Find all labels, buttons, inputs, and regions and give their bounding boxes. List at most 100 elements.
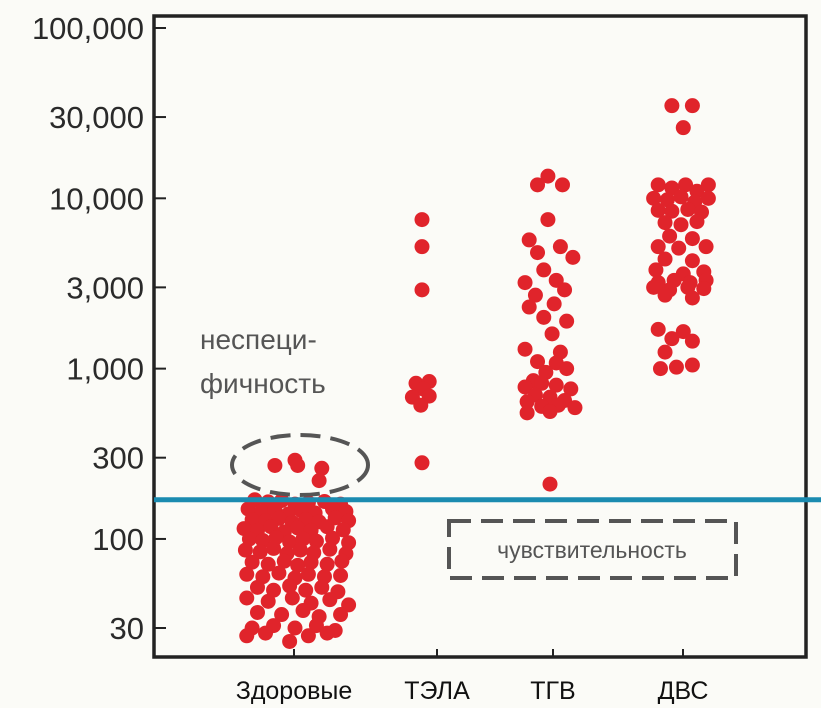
data-point: [517, 341, 533, 357]
data-point: [684, 357, 700, 373]
data-point: [659, 192, 675, 208]
data-point: [260, 593, 276, 609]
data-point: [536, 262, 552, 278]
data-point: [567, 400, 583, 416]
data-point: [311, 473, 327, 489]
data-point: [646, 190, 662, 206]
data-point: [290, 557, 306, 573]
category-label-tela: ТЭЛА: [404, 677, 470, 705]
data-point: [650, 202, 666, 218]
data-point: [700, 190, 716, 206]
data-point: [314, 579, 330, 595]
data-point: [675, 120, 691, 136]
y-tick-label: 10,000: [49, 181, 144, 216]
data-point: [237, 542, 253, 558]
data-point: [680, 201, 696, 217]
plot-frame: [152, 14, 808, 659]
data-point: [519, 394, 535, 410]
data-point: [536, 309, 552, 325]
data-point: [414, 212, 430, 228]
data-point: [530, 354, 546, 370]
data-point: [252, 544, 268, 560]
data-point: [559, 361, 575, 377]
data-point: [274, 607, 290, 623]
data-point: [684, 98, 700, 114]
data-point: [698, 239, 714, 255]
data-point: [527, 287, 543, 303]
data-point: [650, 321, 666, 337]
data-point: [657, 215, 673, 231]
data-point: [652, 361, 668, 377]
data-point: [557, 282, 573, 298]
data-point: [650, 177, 666, 193]
data-point: [657, 287, 673, 303]
data-point: [530, 177, 546, 193]
data-point: [542, 476, 558, 492]
nonspecificity-dashed-ellipse: [230, 433, 370, 497]
data-point: [542, 404, 558, 420]
nonspecificity-label-line2: фичность: [200, 368, 326, 399]
data-point: [668, 359, 684, 375]
data-point: [648, 262, 664, 278]
data-point: [540, 168, 556, 184]
data-point: [282, 534, 298, 550]
data-point: [295, 603, 311, 619]
y-tick-label: 3,000: [66, 270, 144, 305]
data-point: [414, 282, 430, 298]
y-tick-label: 300: [92, 441, 144, 476]
data-point: [696, 281, 712, 297]
x-axis-labels: Здоровые ТЭЛА ТГВ ДВС: [236, 677, 709, 705]
data-point: [521, 299, 537, 315]
data-point: [249, 579, 265, 595]
data-point: [333, 568, 349, 584]
data-point: [266, 540, 282, 556]
data-point: [700, 177, 716, 193]
data-point: [308, 618, 324, 634]
data-point: [689, 214, 705, 230]
data-point: [290, 457, 306, 473]
y-tick-label: 30,000: [49, 100, 144, 135]
data-point: [276, 553, 292, 569]
data-point: [540, 212, 556, 228]
data-point: [664, 98, 680, 114]
data-point: [554, 177, 570, 193]
sensitivity-label: чувствительность: [497, 537, 687, 563]
data-point: [684, 231, 700, 247]
nonspecificity-label-line1: неспеци-: [200, 324, 317, 355]
y-tick-label: 100: [92, 522, 144, 557]
data-point: [334, 553, 350, 569]
data-point: [414, 239, 430, 255]
data-point: [657, 344, 673, 360]
data-point: [308, 533, 324, 549]
data-point: [300, 566, 316, 582]
data-point: [298, 582, 314, 598]
data-point: [300, 628, 316, 644]
data-point: [684, 253, 700, 269]
data-point: [267, 457, 283, 473]
data-point: [563, 381, 579, 397]
data-point: [287, 620, 303, 636]
data-point: [292, 542, 308, 558]
data-point: [319, 519, 335, 535]
data-point: [673, 217, 689, 233]
data-point: [255, 532, 271, 548]
data-point: [664, 203, 680, 219]
data-point: [664, 331, 680, 347]
data-point: [684, 333, 700, 349]
category-label-dvs: ДВС: [658, 677, 709, 705]
y-tick-label: 1,000: [66, 352, 144, 387]
y-axis-ticks: 100,000 30,000 10,000 3,000 1,000 300 100 30: [32, 11, 684, 657]
data-point: [239, 590, 255, 606]
data-point: [534, 375, 550, 391]
data-point: [303, 554, 319, 570]
data-point: [314, 460, 330, 476]
data-point: [244, 554, 260, 570]
data-point: [413, 397, 429, 413]
data-point: [646, 279, 662, 295]
data-point: [322, 592, 338, 608]
data-point: [282, 578, 298, 594]
data-point: [249, 604, 265, 620]
data-point: [684, 290, 700, 306]
category-label-healthy: Здоровые: [236, 677, 353, 705]
data-point: [565, 249, 581, 265]
